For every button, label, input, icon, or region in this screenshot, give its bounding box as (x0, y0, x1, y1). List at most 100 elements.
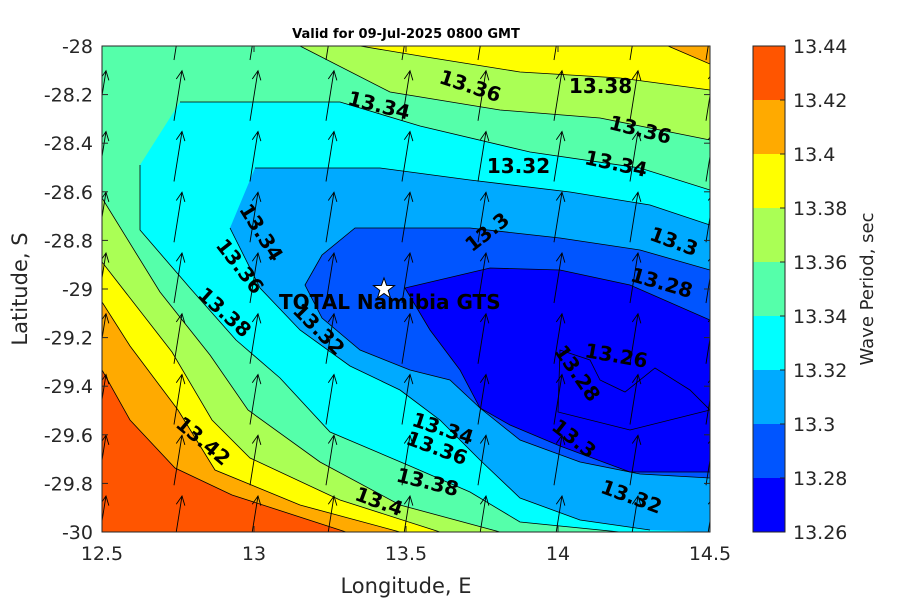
colorbar-tick-label: 13.4 (793, 144, 835, 166)
wave-arrow-shaft (173, 374, 183, 425)
wave-arrow-shaft (629, 192, 639, 243)
wave-arrow (553, 434, 566, 486)
wave-arrow-shaft (477, 313, 487, 364)
wave-arrow-head (403, 312, 414, 324)
contour-line-13.36 (102, 197, 501, 532)
wave-arrow (249, 312, 262, 364)
wave-arrow (629, 10, 641, 61)
y-tick-label: -28 (62, 36, 93, 58)
wave-arrow (555, 494, 566, 532)
wave-arrow-head (328, 10, 337, 20)
wave-arrow-head (327, 373, 338, 385)
wave-arrow (705, 318, 710, 364)
wave-arrow-shaft (249, 70, 259, 121)
colorbar-segment (753, 370, 785, 424)
wave-arrow-shaft (173, 131, 183, 182)
wave-arrow-shaft (173, 435, 183, 486)
wave-arrow (325, 10, 337, 61)
wave-arrow (249, 373, 262, 425)
wave-arrow (173, 130, 186, 182)
wave-arrow-head (708, 10, 717, 20)
wave-arrow-shaft (705, 335, 710, 364)
wave-arrow-shaft (325, 374, 335, 425)
y-tick-label: -29.6 (44, 425, 93, 447)
x-tick-label: 13.5 (385, 543, 427, 565)
wave-arrow-head (403, 434, 414, 445)
wave-arrow-shaft (401, 46, 405, 61)
wave-arrow-head (403, 373, 414, 385)
wave-arrow-head (403, 251, 414, 263)
colorbar-tick-label: 13.42 (793, 90, 847, 112)
colorbar-tick-label: 13.44 (793, 36, 847, 58)
wave-arrow-head (327, 312, 338, 324)
contour-line-13.26 (557, 349, 710, 431)
wave-arrow (325, 251, 338, 304)
station-label: TOTAL Namibia GTS (279, 290, 501, 314)
wave-arrow (249, 130, 262, 182)
wave-arrow (325, 312, 338, 364)
wave-arrow (249, 251, 262, 304)
wave-arrow-shaft (173, 252, 183, 304)
wave-arrow-shaft (401, 435, 411, 486)
wave-arrow-shaft (325, 131, 335, 182)
wave-arrow-shaft (705, 153, 710, 182)
wave-arrow-shaft (553, 131, 563, 182)
wave-arrow (705, 440, 710, 486)
wave-arrow-head (632, 10, 641, 20)
wave-arrow-shaft (401, 131, 411, 182)
wave-arrow-head (251, 373, 262, 385)
wave-arrow (479, 494, 490, 532)
wave-arrow (629, 312, 642, 364)
x-tick-label: 14 (546, 543, 570, 565)
wave-arrow-head (404, 10, 413, 20)
wave-arrow (173, 434, 186, 486)
wave-arrow-head (631, 130, 642, 142)
wave-arrow-head (479, 191, 490, 202)
wave-arrow (553, 130, 566, 182)
wave-arrow-head (556, 10, 565, 20)
wave-arrow-head (555, 251, 566, 263)
wave-arrow-shaft (102, 374, 107, 403)
wave-arrow-head (631, 251, 642, 263)
y-tick-label: -28.4 (44, 133, 93, 155)
wave-arrow-shaft (705, 275, 710, 304)
colorbar-tick-label: 13.36 (793, 252, 847, 274)
wave-arrow-shaft (102, 192, 107, 221)
wave-arrow (327, 494, 338, 532)
wave-arrow (401, 434, 414, 486)
wave-arrow (477, 10, 489, 61)
colorbar-tick-label: 13.38 (793, 198, 847, 220)
wave-arrow-shaft (477, 131, 487, 182)
contour-line-13.3 (304, 227, 710, 479)
wave-arrow-head (100, 10, 109, 20)
wave-arrow (173, 312, 186, 364)
wave-arrow (629, 191, 642, 243)
colorbar-segment (753, 424, 785, 478)
wave-arrow-shaft (553, 192, 563, 243)
wave-arrow-shaft (477, 374, 487, 425)
wave-arrow-head (327, 191, 338, 202)
wave-arrow-head (479, 373, 490, 385)
contour-lines (102, 46, 710, 532)
wave-arrow-shaft (175, 495, 183, 532)
wave-arrow (251, 494, 262, 532)
wave-arrow-head (251, 494, 262, 506)
colorbar-tick-label: 13.3 (793, 414, 835, 436)
wave-arrow (403, 494, 414, 532)
wave-arrow-head (251, 434, 262, 445)
wave-arrow-head (480, 10, 489, 20)
wave-arrow-head (403, 69, 414, 81)
band-13.28 (405, 268, 710, 472)
wave-arrow (325, 373, 338, 425)
wave-arrow-shaft (403, 495, 411, 532)
wave-arrow (401, 69, 414, 121)
wave-arrow (705, 75, 710, 121)
wave-arrow-shaft (325, 70, 335, 121)
wave-arrow-head (175, 69, 186, 81)
wave-arrow-shaft (325, 46, 329, 61)
y-tick-label: -29 (62, 279, 93, 301)
wave-arrow-head (631, 494, 642, 506)
wave-arrow-shaft (102, 70, 107, 99)
wave-arrow-shaft (249, 435, 259, 486)
wave-arrow-shaft (553, 313, 563, 364)
